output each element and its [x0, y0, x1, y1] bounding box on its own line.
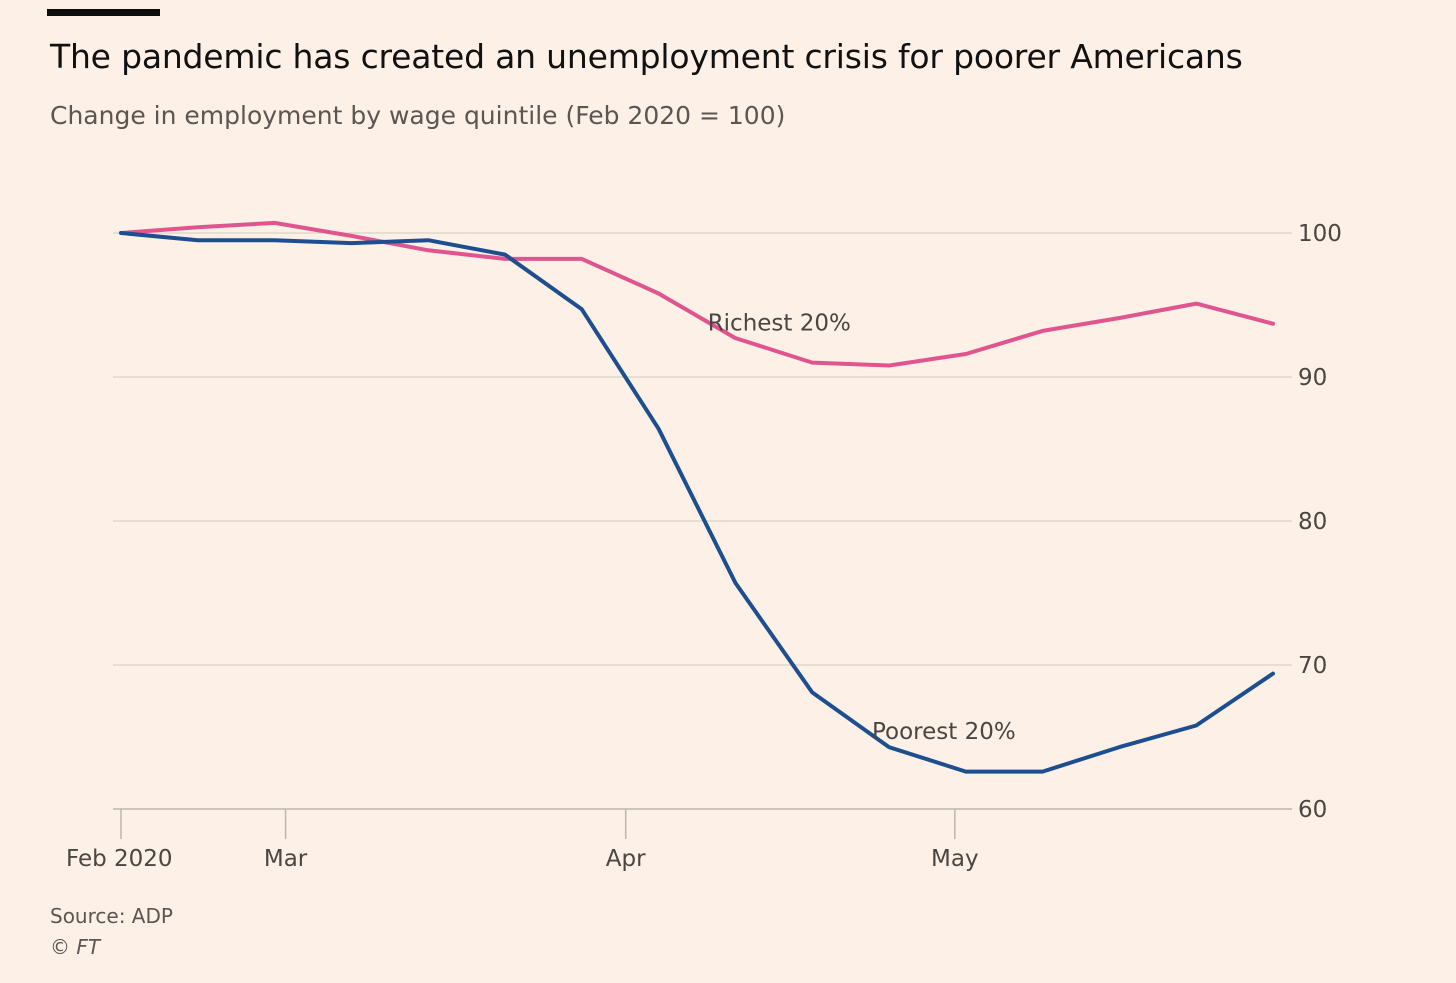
y-tick-label-90: 90 — [1298, 365, 1327, 391]
chart-subtitle: Change in employment by wage quintile (F… — [50, 101, 786, 130]
y-tick-label-70: 70 — [1298, 653, 1327, 679]
series-labels: Richest 20% Poorest 20% — [708, 310, 1016, 745]
series-line-poorest-20 — [119, 231, 1275, 774]
series-line-richest-20 — [119, 220, 1275, 368]
x-tick-label-apr: Apr — [606, 846, 646, 872]
copyright-note: © FT — [50, 935, 101, 959]
x-tick-label-may: May — [931, 846, 979, 872]
x-axis: Feb 2020 Mar Apr May — [66, 809, 979, 872]
top-rule — [47, 9, 160, 16]
y-tick-label-60: 60 — [1298, 797, 1327, 823]
series-lines — [119, 220, 1275, 774]
grid-lines: 100 90 80 70 60 — [113, 221, 1342, 823]
series-label-poorest-20: Poorest 20% — [872, 719, 1016, 745]
y-tick-label-100: 100 — [1298, 221, 1342, 247]
y-tick-label-80: 80 — [1298, 509, 1327, 535]
x-tick-label-mar: Mar — [264, 846, 308, 872]
x-tick-label-feb-2020: Feb 2020 — [66, 846, 173, 872]
chart-title: The pandemic has created an unemployment… — [50, 37, 1243, 76]
source-note: Source: ADP — [50, 904, 173, 928]
series-label-richest-20: Richest 20% — [708, 310, 851, 336]
